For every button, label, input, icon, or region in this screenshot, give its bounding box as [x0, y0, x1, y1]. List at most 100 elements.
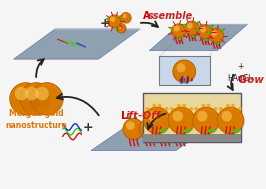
Circle shape — [122, 14, 127, 18]
Circle shape — [172, 111, 183, 122]
Circle shape — [174, 26, 180, 32]
Text: ssemble: ssemble — [148, 11, 193, 21]
Circle shape — [154, 119, 175, 139]
Circle shape — [210, 29, 225, 44]
Circle shape — [144, 107, 170, 134]
Circle shape — [123, 119, 144, 139]
Circle shape — [35, 87, 49, 100]
Circle shape — [187, 129, 191, 132]
Circle shape — [165, 116, 168, 119]
Circle shape — [148, 111, 159, 122]
Circle shape — [10, 83, 43, 116]
Circle shape — [11, 86, 40, 115]
Circle shape — [186, 22, 200, 36]
Circle shape — [184, 129, 187, 132]
Circle shape — [117, 24, 127, 34]
Polygon shape — [149, 24, 247, 51]
Circle shape — [208, 129, 211, 132]
Circle shape — [119, 15, 122, 18]
Circle shape — [183, 24, 186, 27]
Polygon shape — [91, 122, 217, 151]
Circle shape — [212, 129, 215, 132]
Circle shape — [172, 24, 186, 38]
Circle shape — [150, 116, 153, 119]
Circle shape — [207, 31, 210, 34]
Circle shape — [219, 107, 223, 111]
Circle shape — [210, 30, 223, 43]
Circle shape — [189, 107, 193, 111]
Circle shape — [185, 22, 198, 35]
Circle shape — [114, 28, 117, 30]
Circle shape — [155, 121, 174, 139]
Circle shape — [209, 29, 223, 43]
Text: +: + — [100, 17, 110, 30]
Circle shape — [174, 62, 194, 83]
Circle shape — [169, 119, 190, 139]
Circle shape — [194, 110, 218, 134]
Circle shape — [118, 25, 122, 29]
Circle shape — [109, 16, 120, 28]
Circle shape — [108, 15, 121, 28]
Circle shape — [134, 116, 137, 119]
Circle shape — [207, 104, 210, 107]
Circle shape — [214, 107, 218, 111]
Text: G: G — [237, 75, 246, 85]
Circle shape — [10, 83, 42, 115]
Circle shape — [128, 117, 131, 120]
Circle shape — [110, 17, 115, 22]
Circle shape — [198, 25, 212, 39]
Circle shape — [157, 121, 166, 130]
Circle shape — [199, 26, 211, 39]
Circle shape — [159, 129, 163, 132]
Circle shape — [177, 63, 186, 72]
Circle shape — [168, 107, 195, 134]
Circle shape — [155, 119, 176, 140]
Bar — [143, 134, 241, 142]
FancyBboxPatch shape — [143, 93, 241, 142]
Circle shape — [144, 108, 171, 135]
Circle shape — [180, 116, 183, 119]
FancyBboxPatch shape — [159, 56, 210, 85]
Circle shape — [185, 21, 199, 35]
Circle shape — [177, 104, 181, 107]
Circle shape — [197, 21, 200, 24]
Circle shape — [121, 14, 131, 23]
Circle shape — [20, 83, 52, 115]
Circle shape — [169, 108, 196, 135]
Circle shape — [184, 24, 186, 27]
Circle shape — [219, 110, 242, 134]
Circle shape — [109, 16, 122, 29]
Circle shape — [165, 107, 169, 111]
Circle shape — [15, 87, 28, 100]
Circle shape — [163, 129, 166, 132]
Circle shape — [25, 87, 39, 100]
Polygon shape — [14, 29, 140, 59]
Circle shape — [221, 29, 224, 32]
Circle shape — [211, 30, 217, 36]
Circle shape — [172, 25, 187, 39]
Circle shape — [182, 104, 186, 107]
Circle shape — [210, 25, 213, 28]
Circle shape — [199, 26, 213, 40]
Circle shape — [187, 23, 193, 29]
Circle shape — [192, 35, 195, 37]
Circle shape — [169, 110, 193, 134]
Circle shape — [222, 111, 232, 122]
Text: L: L — [121, 111, 128, 121]
Circle shape — [32, 86, 61, 115]
Circle shape — [232, 129, 236, 132]
Circle shape — [193, 108, 220, 135]
Circle shape — [172, 25, 185, 38]
Circle shape — [216, 42, 219, 45]
Circle shape — [173, 60, 196, 83]
Circle shape — [170, 107, 174, 111]
Text: +
HAuCl₄: + HAuCl₄ — [228, 62, 254, 83]
Circle shape — [142, 121, 151, 130]
Circle shape — [158, 104, 161, 107]
Circle shape — [217, 107, 244, 134]
Circle shape — [117, 24, 125, 33]
Circle shape — [201, 104, 205, 107]
Circle shape — [226, 104, 230, 107]
Circle shape — [170, 121, 189, 139]
Circle shape — [139, 119, 160, 139]
